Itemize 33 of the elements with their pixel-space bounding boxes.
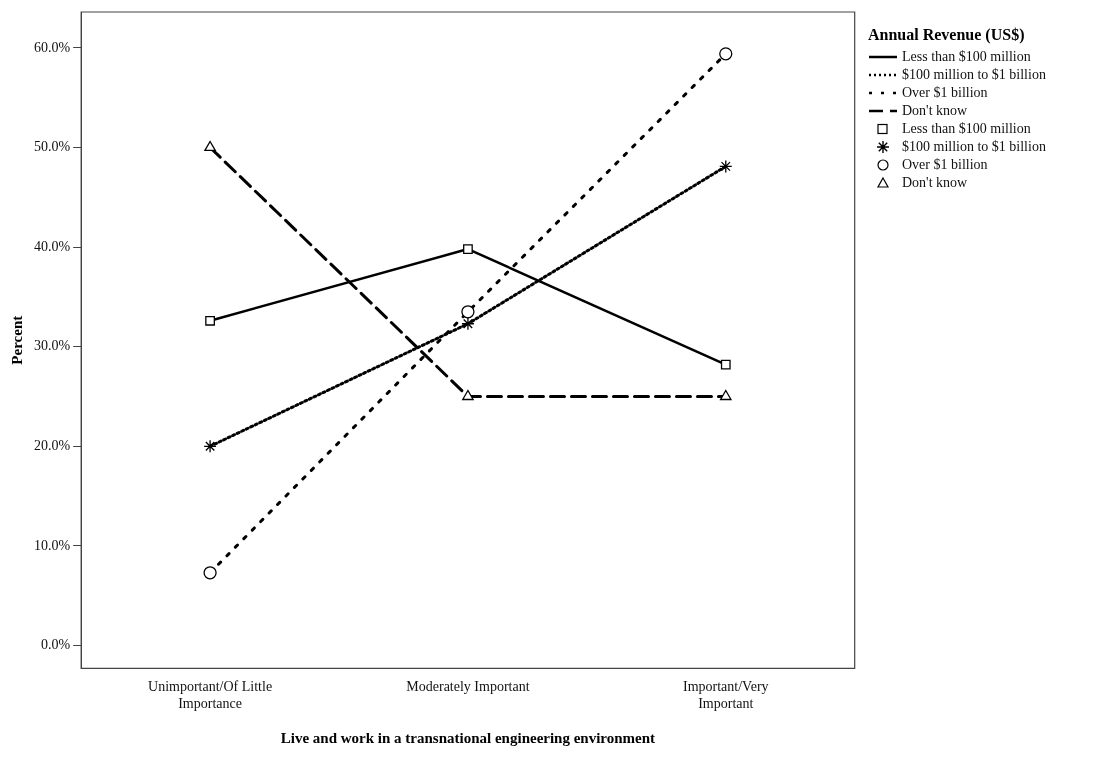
- legend-label: $100 million to $1 billion: [902, 139, 1046, 155]
- point: [203, 439, 217, 453]
- text: Less than $100 million: [902, 49, 1031, 64]
- x-tick-label: Moderately Important: [406, 679, 530, 695]
- text: Don't know: [902, 103, 968, 118]
- point: [204, 140, 216, 152]
- legend-label: Over $1 billion: [902, 85, 988, 101]
- point: [462, 389, 474, 401]
- point: [461, 317, 475, 331]
- point: [205, 315, 215, 326]
- legend-label: Don't know: [902, 175, 968, 191]
- legend-title: Annual Revenue (US$): [868, 26, 1026, 44]
- y-tick-label: 20.0%: [33, 437, 71, 453]
- y-tick-label: 40.0%: [33, 238, 71, 254]
- point: [463, 244, 473, 254]
- x-axis-title: Live and work in a transnational engineering environment: [280, 729, 656, 746]
- point: [719, 159, 733, 174]
- y-tick-label: 10.0%: [33, 537, 71, 553]
- point: [719, 47, 733, 61]
- point: [203, 566, 217, 580]
- x-tick-label: Unimportant/Of Little Importance: [148, 679, 273, 712]
- y-tick-label: 50.0%: [33, 139, 71, 155]
- point: [461, 305, 475, 319]
- text: Over $1 billion: [902, 157, 988, 172]
- point: [719, 389, 732, 401]
- y-tick-label: 0.0%: [40, 637, 71, 653]
- point: [720, 359, 731, 370]
- y-axis-title: Percent: [8, 315, 25, 365]
- x-tick-label: Important/Very Important: [683, 679, 769, 712]
- y-tick-label: 60.0%: [33, 39, 71, 55]
- legend-label: Less than $100 million: [902, 121, 1031, 137]
- text: $100 million to $1 billion: [902, 67, 1046, 82]
- y-tick-label: 30.0%: [33, 338, 71, 354]
